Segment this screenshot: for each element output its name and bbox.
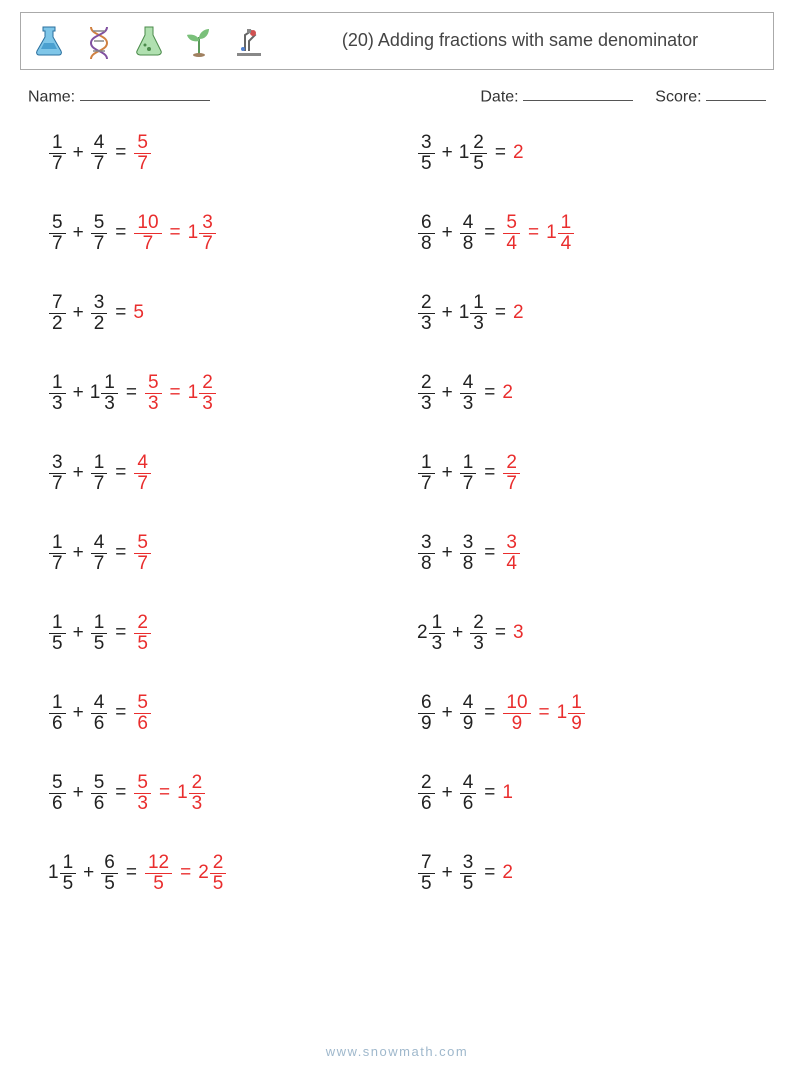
problem-row: 37+17=47 bbox=[48, 448, 377, 498]
date-label: Date: bbox=[480, 88, 518, 105]
problem-row: 35+125=2 bbox=[417, 128, 746, 178]
problem-row: 17+17=27 bbox=[417, 448, 746, 498]
problem-row: 23+113=2 bbox=[417, 288, 746, 338]
sprout-icon bbox=[181, 23, 217, 59]
header-icons bbox=[21, 13, 267, 69]
worksheet-title: (20) Adding fractions with same denomina… bbox=[267, 13, 773, 69]
problem-row: 115+65=125=225 bbox=[48, 848, 377, 898]
flask-icon bbox=[131, 23, 167, 59]
problem-row: 15+15=25 bbox=[48, 608, 377, 658]
name-underline bbox=[80, 86, 210, 101]
score-label: Score: bbox=[655, 88, 701, 105]
problem-row: 16+46=56 bbox=[48, 688, 377, 738]
problem-row: 38+38=34 bbox=[417, 528, 746, 578]
problem-row: 72+32=5 bbox=[48, 288, 377, 338]
problem-row: 26+46=1 bbox=[417, 768, 746, 818]
microscope-icon bbox=[231, 23, 267, 59]
problem-row: 75+35=2 bbox=[417, 848, 746, 898]
problem-row: 69+49=109=119 bbox=[417, 688, 746, 738]
problem-row: 23+43=2 bbox=[417, 368, 746, 418]
score-underline bbox=[706, 86, 766, 101]
problems-grid: 17+47=57 35+125=2 57+57=107=137 68+48=54=11… bbox=[48, 128, 746, 898]
problem-row: 56+56=53=123 bbox=[48, 768, 377, 818]
footer-url: www.snowmath.com bbox=[0, 1044, 794, 1059]
problem-row: 17+47=57 bbox=[48, 128, 377, 178]
problem-row: 13+113=53=123 bbox=[48, 368, 377, 418]
dna-icon bbox=[81, 23, 117, 59]
header-box: (20) Adding fractions with same denomina… bbox=[20, 12, 774, 70]
beaker-icon bbox=[31, 23, 67, 59]
info-line: Name: Date: Score: bbox=[28, 86, 766, 106]
name-label: Name: bbox=[28, 88, 75, 105]
problem-row: 213+23=3 bbox=[417, 608, 746, 658]
date-underline bbox=[523, 86, 633, 101]
problem-row: 17+47=57 bbox=[48, 528, 377, 578]
problem-row: 68+48=54=114 bbox=[417, 208, 746, 258]
problem-row: 57+57=107=137 bbox=[48, 208, 377, 258]
